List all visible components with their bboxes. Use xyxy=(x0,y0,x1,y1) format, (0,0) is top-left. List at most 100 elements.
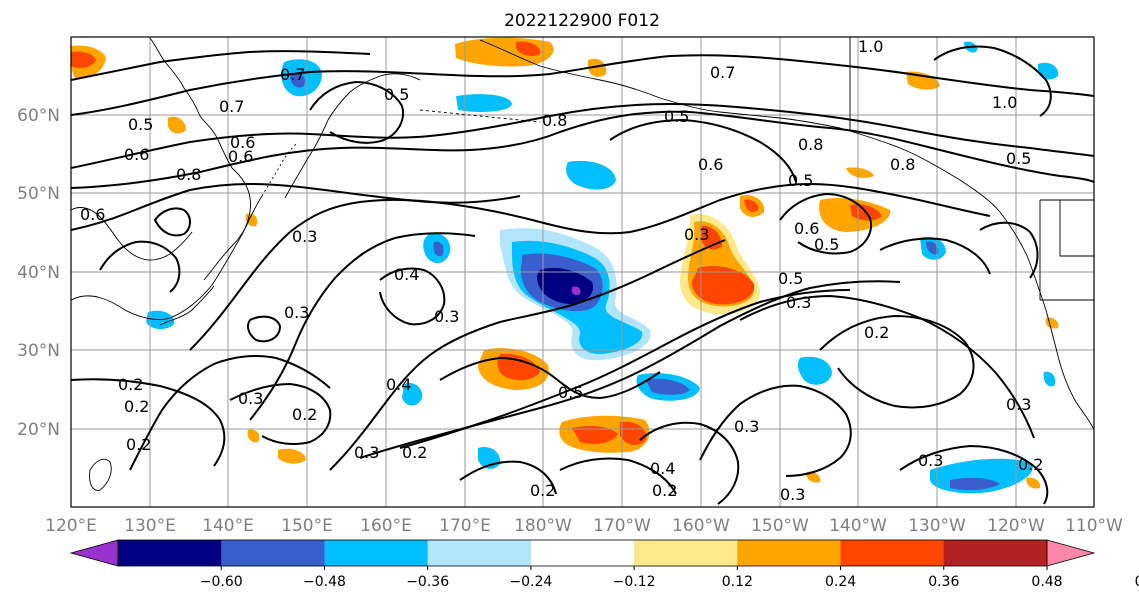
contour-line xyxy=(979,221,1039,279)
contour-label: 0.2 xyxy=(652,481,677,500)
contour-label: 0.2 xyxy=(530,481,555,500)
anomaly-shading xyxy=(71,37,1059,494)
contour-label: 0.2 xyxy=(124,397,149,416)
colorbar-tick-label: −0.12 xyxy=(613,574,656,590)
contour-label: 0.2 xyxy=(292,405,317,424)
contour-label: 0.8 xyxy=(176,165,201,184)
contour-line xyxy=(329,239,726,471)
positive-anomaly-east-7b xyxy=(744,199,759,212)
contour-line xyxy=(99,240,181,293)
positive-anomaly-east-3 xyxy=(692,265,755,305)
contour-label: 0.5 xyxy=(558,383,583,402)
lat-label: 20°N xyxy=(17,420,60,440)
contour-line xyxy=(71,102,1094,169)
contour-label: 0.3 xyxy=(238,389,263,408)
negative-anomaly-small-6 xyxy=(797,356,832,385)
contour-label: 0.5 xyxy=(384,85,409,104)
negative-anomaly-central-5 xyxy=(571,286,581,296)
contour-label: 0.2 xyxy=(1018,455,1043,474)
coastline-kamchatka xyxy=(284,73,421,199)
colorbar-block xyxy=(118,540,222,566)
negative-anomaly-small-1b xyxy=(433,241,444,257)
contour-label: 0.8 xyxy=(798,135,823,154)
contour-label: 0.3 xyxy=(292,227,317,246)
contour-label: 0.6 xyxy=(228,147,253,166)
positive-anomaly-north-1b xyxy=(516,41,541,56)
contour-label: 0.5 xyxy=(1006,149,1031,168)
colorbar-blocks xyxy=(118,540,1048,566)
lon-label: 110°W xyxy=(1065,516,1123,536)
contour-label: 0.3 xyxy=(918,451,943,470)
contour-line xyxy=(229,382,332,445)
positive-anomaly-west-1b xyxy=(71,51,96,68)
contour-line xyxy=(71,110,1094,189)
colorbar-tick-label: 0.48 xyxy=(1031,574,1062,590)
contour-line xyxy=(71,378,226,467)
colorbar-block xyxy=(840,540,945,566)
coastline-japan-2 xyxy=(159,285,215,326)
negative-anomaly-small-3 xyxy=(456,94,512,112)
coastline-asia xyxy=(71,37,251,321)
positive-anomaly-small-f xyxy=(1026,477,1041,489)
lon-label: 140°E xyxy=(202,516,254,536)
lon-label: 170°W xyxy=(593,516,651,536)
lat-label: 30°N xyxy=(17,341,60,361)
negative-anomaly-small-5b xyxy=(646,378,690,395)
contour-line xyxy=(639,421,740,505)
coastline-japan xyxy=(203,195,263,281)
contour-line xyxy=(129,355,331,471)
positive-anomaly-central-2b xyxy=(572,426,618,444)
contour-lines xyxy=(71,45,1094,505)
contour-label: 0.2 xyxy=(402,443,427,462)
contour-label: 0.2 xyxy=(118,375,143,394)
colorbar-block xyxy=(530,540,635,566)
negative-anomaly-small-14 xyxy=(1043,371,1056,387)
coastline-philippines xyxy=(89,458,112,491)
positive-anomaly-small-d xyxy=(278,448,306,464)
contour-line xyxy=(559,457,677,495)
map-area: 0.7 0.7 0.5 0.6 0.6 0.8 0.6 0.3 0.4 0.3 … xyxy=(70,36,1095,508)
contour-label: 0.7 xyxy=(710,63,735,82)
contour-label: 0.2 xyxy=(864,323,889,342)
colorbar-block xyxy=(737,540,842,566)
contour-line xyxy=(933,45,1052,117)
contour-label: 0.3 xyxy=(780,485,805,504)
colorbar-tick-label: −0.36 xyxy=(406,574,449,590)
lon-label: 120°E xyxy=(45,516,97,536)
colorbar-left-extension xyxy=(69,539,119,567)
contour-label: 1.0 xyxy=(858,37,883,56)
negative-anomaly-central-4 xyxy=(537,267,594,305)
positive-anomaly-small-c xyxy=(906,71,940,90)
lon-label: 150°E xyxy=(281,516,333,536)
latitude-labels: 60°N 50°N 40°N 30°N 20°N xyxy=(17,106,60,440)
contour-line xyxy=(71,50,371,81)
contour-line xyxy=(153,207,191,237)
contour-label: 0.3 xyxy=(434,307,459,326)
contour-label: 0.5 xyxy=(788,171,813,190)
contour-label: 0.6 xyxy=(230,133,255,152)
contour-label: 0.7 xyxy=(280,65,305,84)
lat-label: 40°N xyxy=(17,263,60,283)
border-us-states xyxy=(1039,200,1094,301)
contour-label: 0.3 xyxy=(284,303,309,322)
positive-anomaly-small-b xyxy=(588,58,607,77)
contour-label: 0.6 xyxy=(698,155,723,174)
contour-label: 0.6 xyxy=(124,145,149,164)
contour-line xyxy=(399,289,851,449)
colorbar-block xyxy=(943,540,1048,566)
positive-anomaly-central-1b xyxy=(497,353,540,381)
colorbar-tick-label: 0.60 xyxy=(1135,574,1139,590)
contour-label: 0.8 xyxy=(890,155,915,174)
contour-line xyxy=(819,314,975,409)
contour-line xyxy=(779,192,872,255)
colorbar-frame xyxy=(117,539,1048,567)
contour-labels: 0.7 0.7 0.5 0.6 0.6 0.8 0.6 0.3 0.4 0.3 … xyxy=(80,37,1043,504)
lat-label: 60°N xyxy=(17,106,60,126)
contour-label: 0.6 xyxy=(80,205,105,224)
lon-label: 160°E xyxy=(360,516,412,536)
negative-anomaly-small-7b xyxy=(926,241,939,255)
contour-label: 0.8 xyxy=(542,111,567,130)
contour-line xyxy=(189,182,991,351)
colorbar-tick-label: 0.36 xyxy=(928,574,959,590)
